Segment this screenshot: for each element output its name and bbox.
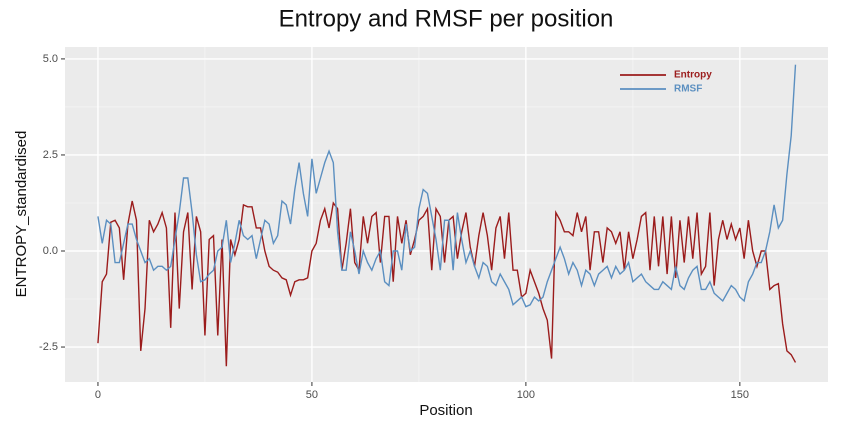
y-tick-label: 0.0 [43, 245, 58, 257]
x-tick-label: 50 [306, 389, 318, 401]
line-series [97, 64, 797, 308]
y-tick-label: 2.5 [43, 149, 58, 161]
chart-title: Entropy and RMSF per position [279, 5, 614, 32]
x-tick-label: 100 [517, 389, 535, 401]
line-series [97, 200, 797, 367]
x-tick-label: 150 [731, 389, 749, 401]
x-axis-label: Position [419, 402, 472, 419]
legend-label: RMSF [674, 84, 702, 95]
y-tick-label: 5.0 [43, 53, 58, 65]
legend-label: Entropy [674, 70, 712, 81]
x-tick-label: 0 [95, 389, 101, 401]
y-axis-label: ENTROPY_standardised [13, 131, 30, 298]
y-tick-label: -2.5 [39, 341, 58, 353]
